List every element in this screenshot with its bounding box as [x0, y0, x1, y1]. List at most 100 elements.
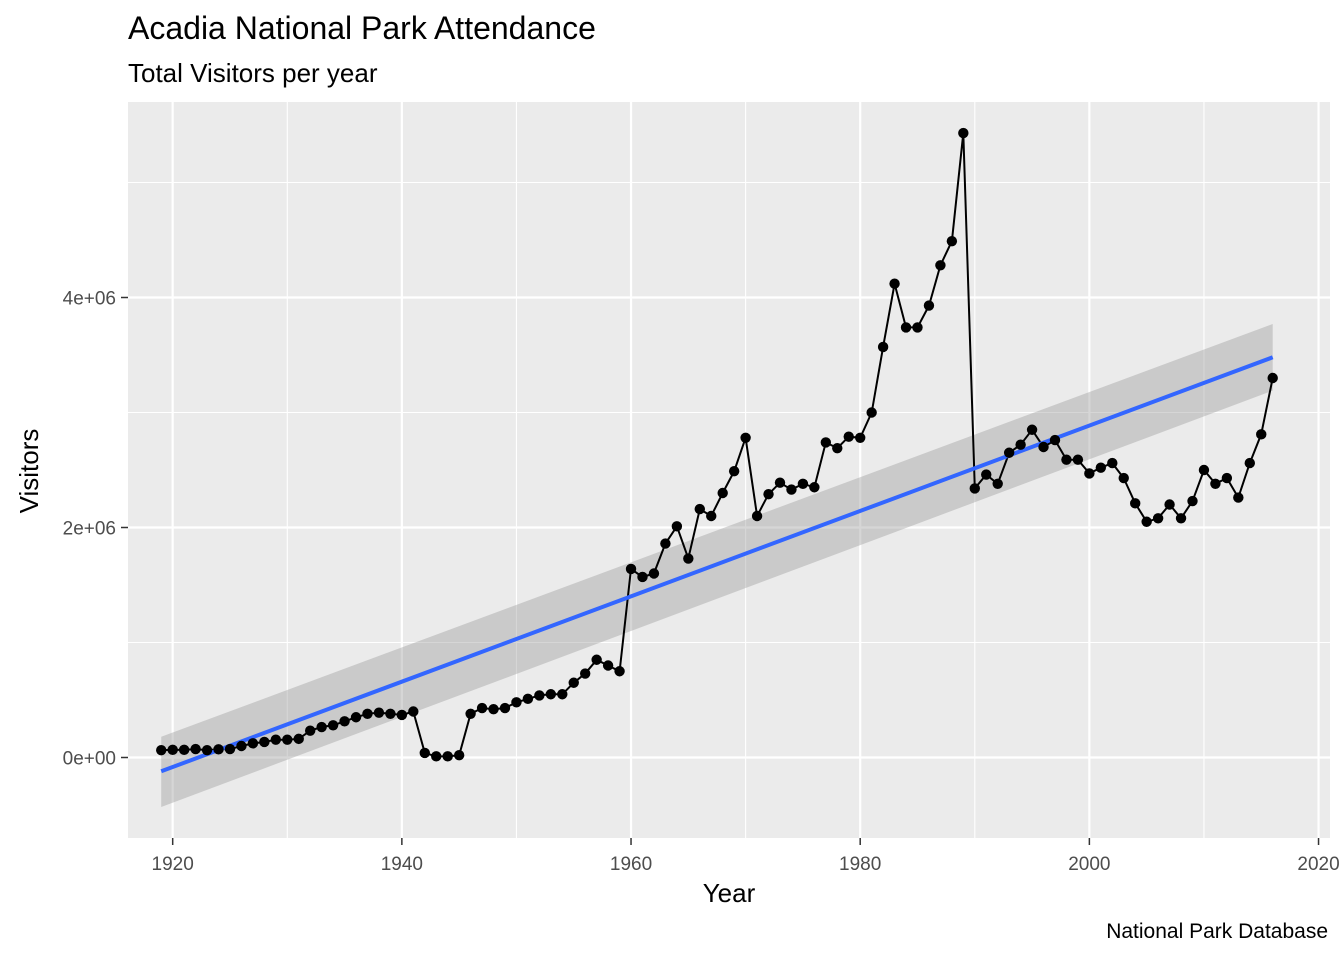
data-point [476, 702, 488, 714]
data-point [889, 278, 900, 289]
x-tick-label: 1980 [839, 854, 881, 875]
data-point [717, 487, 728, 499]
data-point [877, 341, 889, 353]
data-point [579, 668, 591, 679]
data-point [431, 751, 442, 762]
data-point [648, 568, 660, 579]
data-point [625, 563, 637, 575]
data-point [224, 743, 236, 755]
data-point [935, 260, 946, 271]
data-point [339, 716, 350, 727]
data-point [316, 721, 327, 733]
data-point [774, 477, 786, 488]
data-point [843, 431, 854, 442]
data-point [820, 437, 832, 448]
chart-subtitle: Total Visitors per year [128, 58, 378, 88]
data-point [786, 484, 797, 495]
x-tick-label: 2000 [1068, 854, 1110, 875]
data-point [1256, 429, 1267, 440]
data-point [671, 521, 683, 532]
y-tick-label: 0e+00 [63, 749, 116, 770]
data-point [156, 744, 167, 756]
data-point [751, 510, 763, 522]
data-point [763, 488, 774, 500]
regression-line [160, 355, 1274, 774]
data-point [637, 571, 648, 583]
data-point [190, 743, 201, 755]
data-point [728, 465, 740, 477]
data-point [694, 503, 705, 515]
data-point [1095, 462, 1107, 473]
data-point [1038, 441, 1049, 453]
data-point [396, 709, 408, 721]
y-tick-label: 4e+06 [63, 289, 116, 310]
data-point [900, 322, 912, 333]
data-point [591, 654, 602, 665]
data-point [1107, 457, 1118, 469]
data-point [1233, 492, 1244, 503]
data-point [534, 690, 545, 701]
data-point [350, 712, 362, 723]
data-point [1026, 424, 1038, 435]
data-point [683, 553, 694, 564]
data-point [499, 702, 511, 714]
data-point [1164, 499, 1175, 510]
data-point [236, 740, 247, 752]
data-point [362, 708, 373, 719]
data-point [1152, 513, 1164, 524]
plot-panel [128, 102, 1330, 838]
data-point [992, 478, 1003, 489]
x-tick-label: 2020 [1297, 854, 1339, 875]
data-point [213, 744, 224, 755]
data-point [259, 736, 270, 748]
x-tick-label: 1960 [610, 854, 652, 875]
data-point [1130, 498, 1141, 509]
data-point [419, 747, 430, 759]
chart-title: Acadia National Park Attendance [128, 10, 596, 46]
data-point [1015, 439, 1026, 450]
x-axis-label: Year [703, 878, 756, 908]
y-tick-label: 2e+06 [63, 519, 116, 540]
data-point [1049, 434, 1061, 446]
data-point [327, 720, 339, 731]
data-point [1267, 372, 1278, 384]
data-point [442, 751, 453, 762]
axes-layer: 1920 1940 1960 1980 2000 2020 0e+00 2e+06 4e+06 [63, 289, 1340, 876]
data-point [545, 689, 557, 700]
data-point [178, 744, 190, 756]
data-point [660, 538, 671, 549]
data-point [293, 733, 304, 745]
data-point [855, 432, 866, 443]
data-point [981, 469, 992, 480]
data-point [465, 708, 476, 719]
data-point [923, 300, 935, 311]
x-tick-label: 1940 [381, 854, 423, 875]
data-point [1072, 454, 1084, 465]
data-point [385, 708, 396, 719]
y-axis-label: Visitors [14, 429, 44, 514]
data-point [602, 660, 614, 671]
data-point [958, 127, 969, 139]
data-point [740, 432, 751, 443]
data-point [304, 725, 316, 736]
data-point [1118, 472, 1129, 484]
data-point [201, 744, 213, 756]
fit-line-layer [160, 355, 1274, 774]
data-point [247, 738, 259, 749]
data-point [1210, 478, 1221, 489]
data-point-layer [156, 127, 1278, 762]
chart-caption: National Park Database [1106, 920, 1328, 943]
data-point [1141, 516, 1152, 527]
data-point [568, 677, 579, 688]
data-point [1198, 464, 1210, 476]
data-point [946, 235, 958, 247]
data-point [1221, 472, 1233, 484]
data-point [912, 322, 923, 333]
data-point [270, 734, 282, 745]
data-point [1061, 454, 1072, 465]
data-point [557, 689, 568, 700]
x-tick-label: 1920 [152, 854, 194, 875]
data-point [1003, 447, 1015, 458]
